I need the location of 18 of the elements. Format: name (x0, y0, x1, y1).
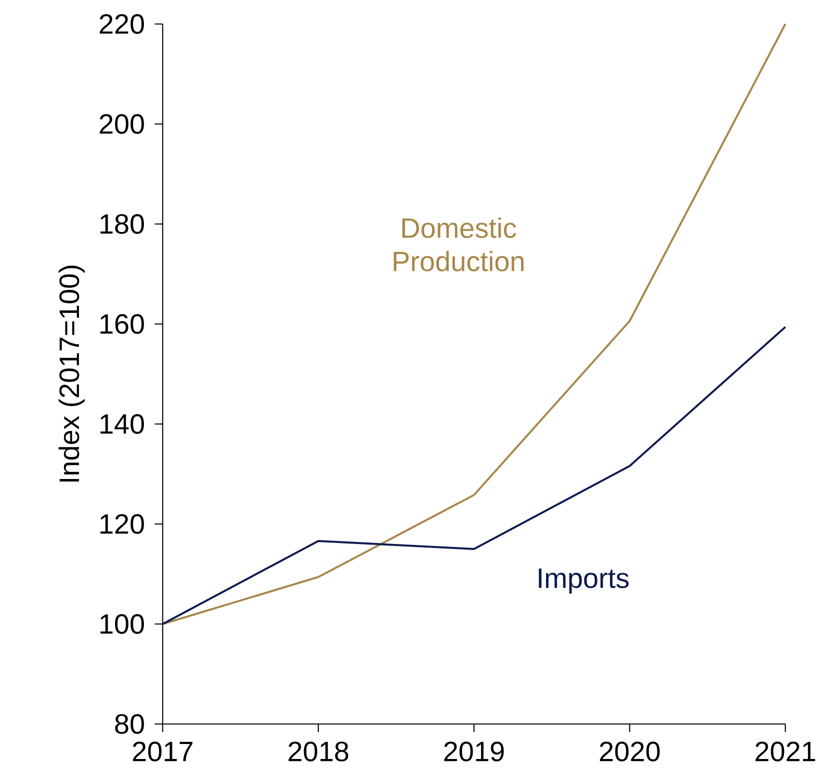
y-tick-label: 200 (100, 114, 144, 134)
y-tick-label: 220 (100, 14, 144, 34)
y-tick-label: 120 (100, 514, 144, 534)
x-tick-label: 2018 (288, 742, 348, 762)
y-tick-label: 100 (100, 614, 144, 634)
text: Domestic Production (394, 217, 524, 272)
line-series (162, 326, 786, 625)
x-tick-label: 2021 (756, 742, 816, 762)
y-tick-label: 180 (100, 214, 144, 234)
y-tick-label: 140 (100, 414, 144, 434)
y-axis-title: Index (2017=100) (58, 266, 85, 482)
line-series (162, 22, 786, 625)
x-tick-label: 2020 (600, 742, 660, 762)
series-label: Imports (538, 568, 629, 594)
x-tick-label: 2019 (444, 742, 504, 762)
y-tick-label: 80 (115, 714, 144, 734)
y-tick-label: 160 (100, 314, 144, 334)
x-tick-label: 2017 (132, 742, 192, 762)
